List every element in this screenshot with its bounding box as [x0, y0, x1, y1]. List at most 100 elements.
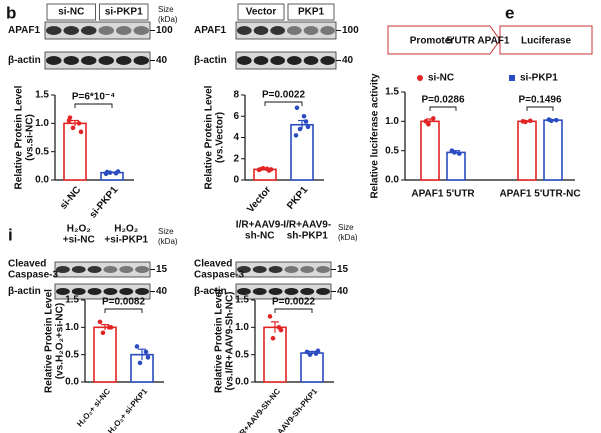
y-tick-label: 1.0 — [65, 322, 79, 333]
y-tick-label: 2 — [233, 153, 239, 164]
y-tick-label: 0.0 — [65, 377, 79, 388]
bar — [420, 120, 440, 181]
y-axis-label: Relative luciferase activity — [370, 73, 381, 199]
data-point — [303, 119, 309, 124]
y-axis-label: Relative Protein Level — [214, 289, 225, 393]
data-point — [145, 355, 151, 360]
y-tick-label: 0.0 — [35, 175, 49, 186]
significance-bracket — [74, 103, 113, 108]
data-point — [293, 133, 299, 138]
y-tick-label: 1.0 — [235, 322, 249, 333]
blot-band — [270, 56, 285, 65]
data-point — [143, 349, 149, 355]
blot-band — [119, 266, 134, 273]
lane-label: I/R+AAV9- — [236, 220, 284, 231]
data-point — [267, 314, 273, 319]
y-tick-label: 1.5 — [35, 90, 49, 101]
data-point — [294, 105, 300, 111]
lane-header-box — [287, 3, 335, 21]
data-point — [70, 125, 76, 131]
panel-letter: e — [505, 3, 514, 22]
blot-band — [103, 288, 118, 295]
data-point — [426, 121, 431, 127]
y-axis-label: Relative Protein Level — [204, 85, 215, 189]
size-header: Size — [158, 227, 174, 236]
blot-band — [316, 266, 331, 273]
blot-band — [116, 26, 132, 35]
blot-band — [103, 266, 118, 273]
x-tick-label: Vector — [245, 184, 273, 215]
y-tick-label: 0.0 — [385, 175, 399, 186]
panel-letter: i — [8, 225, 13, 244]
size-header: Size — [158, 5, 174, 14]
y-tick-label: 0 — [233, 175, 239, 186]
blot-band — [98, 56, 114, 65]
blot-band — [303, 56, 319, 65]
data-point — [260, 166, 266, 171]
legend-label: si-NC — [428, 73, 454, 84]
y-tick-label: 0.5 — [65, 349, 79, 360]
data-point — [78, 129, 84, 135]
lane-label: si-PKP1 — [105, 7, 143, 18]
blot-band — [270, 26, 285, 35]
size-header: Size — [338, 223, 354, 232]
blot-band — [253, 56, 269, 65]
bar — [300, 352, 324, 383]
y-tick-label: 1.5 — [235, 295, 249, 306]
p-value: P=0.0082 — [102, 297, 146, 308]
data-point — [76, 121, 82, 126]
lane-label: H₂O₂ — [114, 224, 138, 235]
size-label: 40 — [337, 286, 349, 297]
blot-band — [46, 26, 62, 35]
blot-band — [268, 288, 283, 295]
bar — [93, 326, 117, 383]
blot-band — [87, 288, 102, 295]
size-label: 40 — [156, 286, 168, 297]
data-point — [456, 151, 462, 156]
lane-label: sh-NC — [245, 231, 274, 242]
blot-band — [133, 56, 149, 65]
lane-label: I/R+AAV9- — [283, 220, 331, 231]
data-point — [549, 118, 554, 124]
x-tick-label: si-PKP1 — [88, 184, 121, 220]
bar — [290, 123, 314, 181]
data-point — [268, 167, 274, 172]
row-label: Caspase-3 — [8, 270, 58, 281]
y-axis-label: (vs.H₂O₂+si-NC) — [55, 303, 66, 379]
size-label: 40 — [342, 55, 354, 66]
blot-band — [87, 266, 102, 273]
blot-band — [56, 266, 70, 273]
blot-band — [46, 56, 62, 65]
data-point — [304, 349, 310, 355]
p-value: P=0.0022 — [272, 297, 316, 308]
blot-band — [116, 56, 132, 65]
blot-band — [81, 56, 97, 65]
bar — [263, 326, 287, 383]
blot-band — [237, 266, 251, 273]
lane-header-box — [237, 3, 285, 21]
data-point — [107, 170, 113, 175]
y-tick-label: 1.0 — [35, 118, 49, 129]
promoter-box — [387, 25, 501, 55]
blot-band — [81, 26, 97, 35]
row-label: Cleaved — [8, 259, 46, 270]
data-point — [115, 169, 121, 174]
blot-band — [300, 288, 315, 295]
data-point — [430, 116, 436, 121]
blot-band — [253, 26, 269, 35]
size-header: (kDa) — [158, 15, 178, 24]
bar — [517, 120, 537, 181]
p-value: P=0.0286 — [421, 95, 465, 106]
blot-band — [268, 266, 283, 273]
legend-label: si-PKP1 — [520, 73, 558, 84]
blot-band — [119, 288, 134, 295]
y-tick-label: 0.5 — [235, 349, 249, 360]
data-point — [305, 124, 311, 130]
significance-bracket — [264, 101, 303, 106]
data-point — [278, 327, 284, 333]
lane-label: H₂O₂ — [67, 224, 91, 235]
size-header: (kDa) — [338, 233, 358, 242]
row-label: β-actin — [8, 286, 41, 297]
y-tick-label: 6 — [233, 111, 239, 122]
